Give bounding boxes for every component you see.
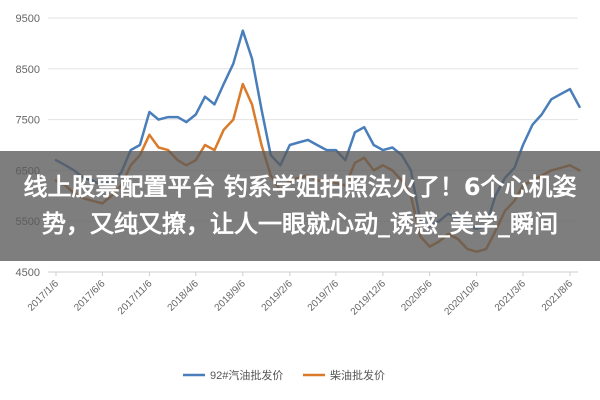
series-0-point <box>186 122 187 123</box>
legend: 92#汽油批发价 柴油批发价 <box>183 368 385 382</box>
series-1-point <box>204 144 205 145</box>
x-tick-label: 2018/4/6 <box>166 278 202 314</box>
series-0-point <box>522 144 523 145</box>
x-tick-label: 2021/3/6 <box>493 278 529 314</box>
series-0-point <box>289 144 290 145</box>
x-tick-label: 2019/7/6 <box>306 278 342 314</box>
series-0-point <box>223 83 224 84</box>
y-tick-label: 7500 <box>16 115 40 127</box>
series-1-point <box>251 104 252 105</box>
series-0-point <box>261 109 262 110</box>
x-tick-label: 2020/10/6 <box>442 278 482 318</box>
series-1-point <box>149 134 150 135</box>
x-tick-label: 2017/11/6 <box>116 278 155 317</box>
series-0-point <box>204 96 205 97</box>
series-0-point <box>551 99 552 100</box>
series-0-point <box>569 89 570 90</box>
x-tick-label: 2019/12/6 <box>349 278 389 318</box>
legend-label-series-1: 柴油批发价 <box>330 368 385 382</box>
y-tick-label: 9500 <box>16 13 40 25</box>
series-1-point <box>261 144 262 145</box>
series-0-point <box>195 114 196 115</box>
series-0-point <box>149 111 150 112</box>
series-0-point <box>392 147 393 148</box>
series-0-point <box>242 30 243 31</box>
title-overlay-text: 线上股票配置平台 钓系学姐拍照法火了！6个心机姿势，又纯又撩，让人一眼就心动_诱… <box>23 173 577 238</box>
series-0-point <box>158 119 159 120</box>
series-0-point <box>317 144 318 145</box>
x-tick-label: 2019/2/6 <box>260 278 296 314</box>
legend-item-series-0: 92#汽油批发价 <box>183 368 283 382</box>
series-0-point <box>354 132 355 133</box>
series-0-point <box>532 124 533 125</box>
series-0-point <box>298 142 299 143</box>
y-tick-label: 4500 <box>16 267 40 279</box>
x-tick-label: 2018/9/6 <box>213 278 249 314</box>
title-overlay-banner: 线上股票配置平台 钓系学姐拍照法火了！6个心机姿势，又纯又撩，让人一眼就心动_诱… <box>0 151 600 261</box>
legend-label-series-0: 92#汽油批发价 <box>210 368 283 382</box>
series-0-point <box>364 127 365 128</box>
x-tick-label: 2017/6/6 <box>72 278 108 314</box>
series-0-point <box>251 58 252 59</box>
series-0-point <box>579 106 580 107</box>
series-1-point <box>223 129 224 130</box>
series-0-point <box>373 144 374 145</box>
series-1-point <box>158 147 159 148</box>
series-0-point <box>307 139 308 140</box>
x-tick-label: 2017/1/6 <box>26 278 62 314</box>
y-tick-label: 8500 <box>16 64 40 76</box>
legend-item-series-1: 柴油批发价 <box>303 368 385 382</box>
series-1-point <box>242 83 243 84</box>
x-tick-label: 2021/8/6 <box>540 278 576 314</box>
series-0-point <box>560 94 561 95</box>
series-0-point <box>541 114 542 115</box>
x-axis: 2017/1/6 2017/6/6 2017/11/6 2018/4/6 2018/9/… <box>26 271 578 318</box>
series-0-point <box>177 116 178 117</box>
series-1-point <box>233 119 234 120</box>
series-0-point <box>139 144 140 145</box>
x-tick-label: 2020/5/6 <box>399 278 435 314</box>
series-0-point <box>233 63 234 64</box>
series-0-point <box>168 116 169 117</box>
series-0-point <box>214 104 215 105</box>
